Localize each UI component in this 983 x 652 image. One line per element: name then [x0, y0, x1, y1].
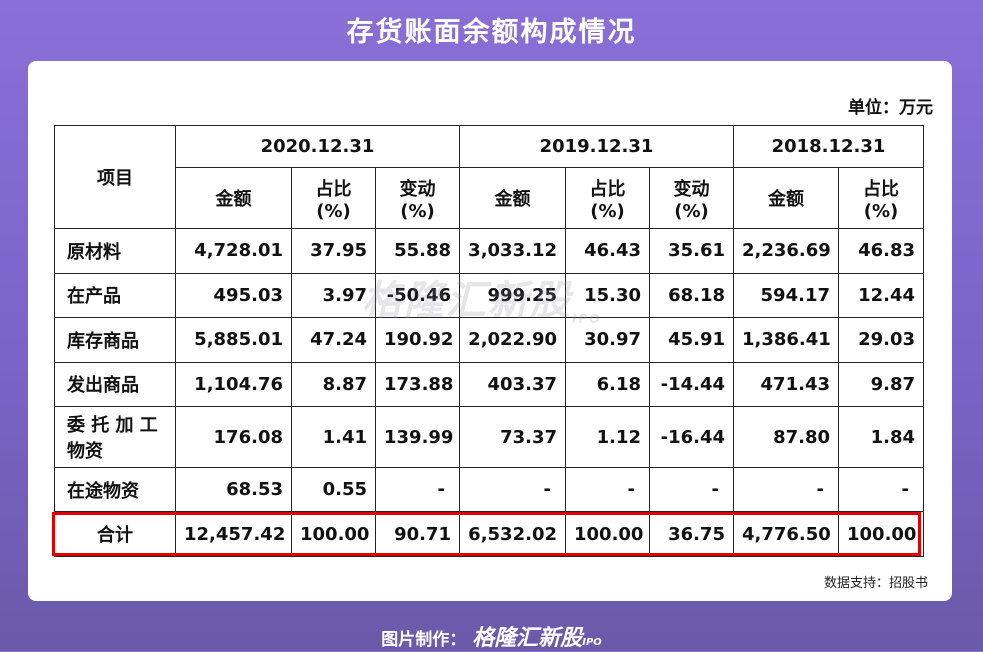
table-cell: 1.84 [838, 406, 924, 468]
page-title: 存货账面余额构成情况 [346, 17, 637, 48]
table-cell: - [733, 466, 839, 513]
table-cell: 100.00 [291, 511, 376, 557]
table-cell: 90.71 [375, 511, 460, 557]
table-cell: 36.75 [649, 511, 734, 557]
table-cell: 9.87 [838, 361, 924, 408]
ratio-header: 占比 (%) [838, 167, 924, 230]
table-cell: 1,104.76 [175, 361, 292, 408]
table-cell: 73.37 [459, 406, 566, 468]
table-row: 库存商品 5,885.01 47.24 190.92 2,022.90 30.97 45.9… [54, 317, 924, 363]
period-header: 2019.12.31 [459, 124, 734, 169]
table-cell: -14.44 [649, 361, 734, 408]
table-cell: - [649, 466, 734, 513]
table-cell: 12.44 [838, 272, 924, 319]
table-cell: 176.08 [175, 406, 292, 468]
table-cell: 3.97 [291, 272, 376, 319]
table-cell: 2,236.69 [733, 228, 839, 274]
table-cell: 15.30 [565, 272, 650, 319]
table-cell: - [375, 466, 460, 513]
table-row: 发出商品 1,104.76 8.87 173.88 403.37 6.18 -14.44 47… [54, 361, 924, 408]
table-cell: - [459, 466, 566, 513]
change-header: 变动 (%) [649, 167, 734, 230]
table-cell: 45.91 [649, 317, 734, 363]
table-cell: 1,386.41 [733, 317, 839, 363]
total-row: 合计 12,457.42 100.00 90.71 6,532.02 100.0… [54, 511, 924, 557]
row-label: 发出商品 [54, 361, 176, 408]
row-label: 在途物资 [54, 466, 176, 513]
ratio-header: 占比 (%) [291, 167, 376, 230]
table-cell: 173.88 [375, 361, 460, 408]
table-cell: 5,885.01 [175, 317, 292, 363]
table-cell: 4,776.50 [733, 511, 839, 557]
table-cell: 4,728.01 [175, 228, 292, 274]
table-row: 原材料 4,728.01 37.95 55.88 3,033.12 46.43 35.61 2… [54, 228, 924, 274]
table-cell: 190.92 [375, 317, 460, 363]
source-note: 数据支持：招股书 [823, 576, 928, 591]
row-label: 原材料 [54, 228, 176, 274]
table-cell: 68.18 [649, 272, 734, 319]
row-label: 库存商品 [54, 317, 176, 363]
table-cell: 29.03 [838, 317, 924, 363]
table-cell: 471.43 [733, 361, 839, 408]
table-row: 委 托 加 工 物资 176.08 1.41 139.99 73.37 1.12 -16.4… [54, 406, 924, 468]
footer-brand: 格隆汇新股 [472, 626, 583, 651]
table-cell: 87.80 [733, 406, 839, 468]
table-row: 在产品 495.03 3.97 -50.46 999.25 15.30 68.18 594.1… [54, 272, 924, 319]
table-cell: 55.88 [375, 228, 460, 274]
table-cell: 35.61 [649, 228, 734, 274]
table-row: 在途物资 68.53 0.55- - - - - - [54, 466, 924, 513]
table-cell: 0.55 [291, 466, 376, 513]
inventory-table: 项目 2020.12.31 2019.12.31 2018.12.31 金额 占… [54, 124, 924, 557]
unit-note: 单位：万元 [848, 98, 933, 118]
table-cell: 47.24 [291, 317, 376, 363]
table-cell: 37.95 [291, 228, 376, 274]
row-label: 在产品 [54, 272, 176, 319]
change-header: 变动 (%) [375, 167, 460, 230]
ratio-header: 占比 (%) [565, 167, 650, 230]
table-cell: 999.25 [459, 272, 566, 319]
table-cell: 8.87 [291, 361, 376, 408]
table-cell: - [838, 466, 924, 513]
table-cell: 12,457.42 [175, 511, 292, 557]
period-header: 2018.12.31 [733, 124, 924, 169]
table-cell: 1.12 [565, 406, 650, 468]
table-cell: 68.53 [175, 466, 292, 513]
total-label: 合计 [54, 511, 176, 557]
table-cell: 2,022.90 [459, 317, 566, 363]
table-cell: 30.97 [565, 317, 650, 363]
amount-header: 金额 [175, 167, 292, 230]
footer-prefix: 图片制作： [381, 630, 467, 650]
table-cell: 6,532.02 [459, 511, 566, 557]
table-cell: 100.00 [838, 511, 924, 557]
table-cell: 46.43 [565, 228, 650, 274]
table-cell: - [565, 466, 650, 513]
table-cell: 403.37 [459, 361, 566, 408]
table-cell: -16.44 [649, 406, 734, 468]
amount-header: 金额 [459, 167, 566, 230]
table-cell: 46.83 [838, 228, 924, 274]
table-cell: 495.03 [175, 272, 292, 319]
table-cell: -50.46 [375, 272, 460, 319]
footer: 图片制作： 格隆汇新股IPO [0, 620, 983, 652]
table-cell: 6.18 [565, 361, 650, 408]
item-header: 项目 [54, 124, 176, 230]
table-cell: 1.41 [291, 406, 376, 468]
footer-brand-sub: IPO [582, 637, 602, 648]
table-cell: 3,033.12 [459, 228, 566, 274]
row-label: 委 托 加 工 物资 [54, 406, 176, 468]
amount-header: 金额 [733, 167, 839, 230]
table-cell: 100.00 [565, 511, 650, 557]
table-cell: 139.99 [375, 406, 460, 468]
table-cell: 594.17 [733, 272, 839, 319]
period-header: 2020.12.31 [175, 124, 460, 169]
